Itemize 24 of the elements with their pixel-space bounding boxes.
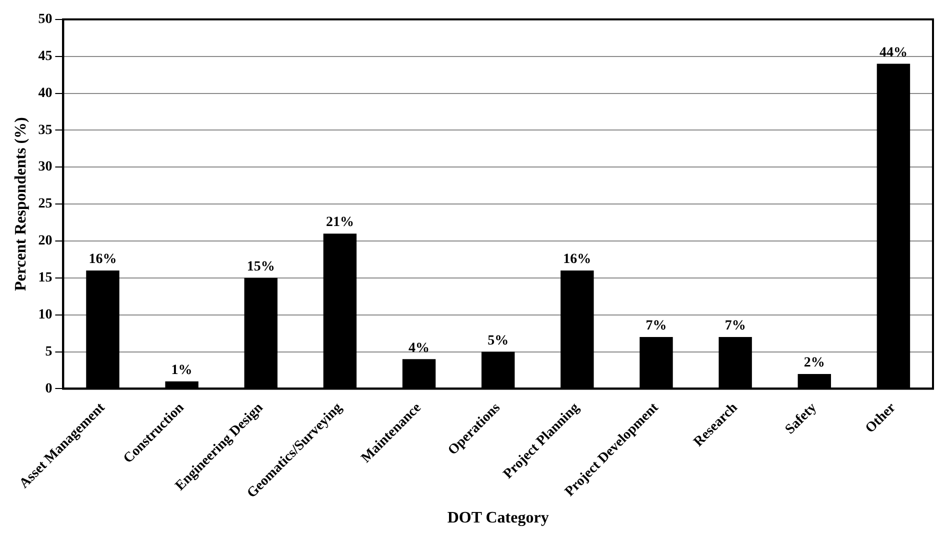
- data-label: 2%: [804, 356, 825, 371]
- y-tick-label: 10: [38, 307, 52, 322]
- data-label: 7%: [724, 318, 746, 334]
- y-tick-label: 25: [38, 196, 52, 212]
- y-tick-label: 0: [45, 381, 52, 396]
- y-tick-label: 15: [38, 270, 52, 286]
- data-label: 21%: [326, 215, 354, 230]
- y-tick-label: 50: [38, 12, 52, 28]
- data-label: 7%: [646, 318, 667, 334]
- y-tick-label: 35: [38, 122, 52, 138]
- y-axis-title: Percent Respondents (%): [12, 117, 30, 292]
- data-label: 16%: [563, 252, 592, 268]
- y-tick-label: 5: [45, 344, 52, 360]
- data-label: 4%: [408, 340, 430, 356]
- data-label: 44%: [879, 45, 908, 60]
- data-label: 1%: [171, 362, 192, 378]
- data-label: 5%: [488, 333, 509, 348]
- y-tick-label: 45: [38, 48, 52, 64]
- data-label: 15%: [246, 260, 275, 275]
- y-tick-label: 40: [38, 86, 52, 101]
- data-label: 16%: [88, 252, 117, 268]
- y-tick-label: 30: [38, 160, 52, 175]
- x-axis-title: DOT Category: [447, 510, 549, 527]
- y-tick-label: 20: [38, 234, 52, 249]
